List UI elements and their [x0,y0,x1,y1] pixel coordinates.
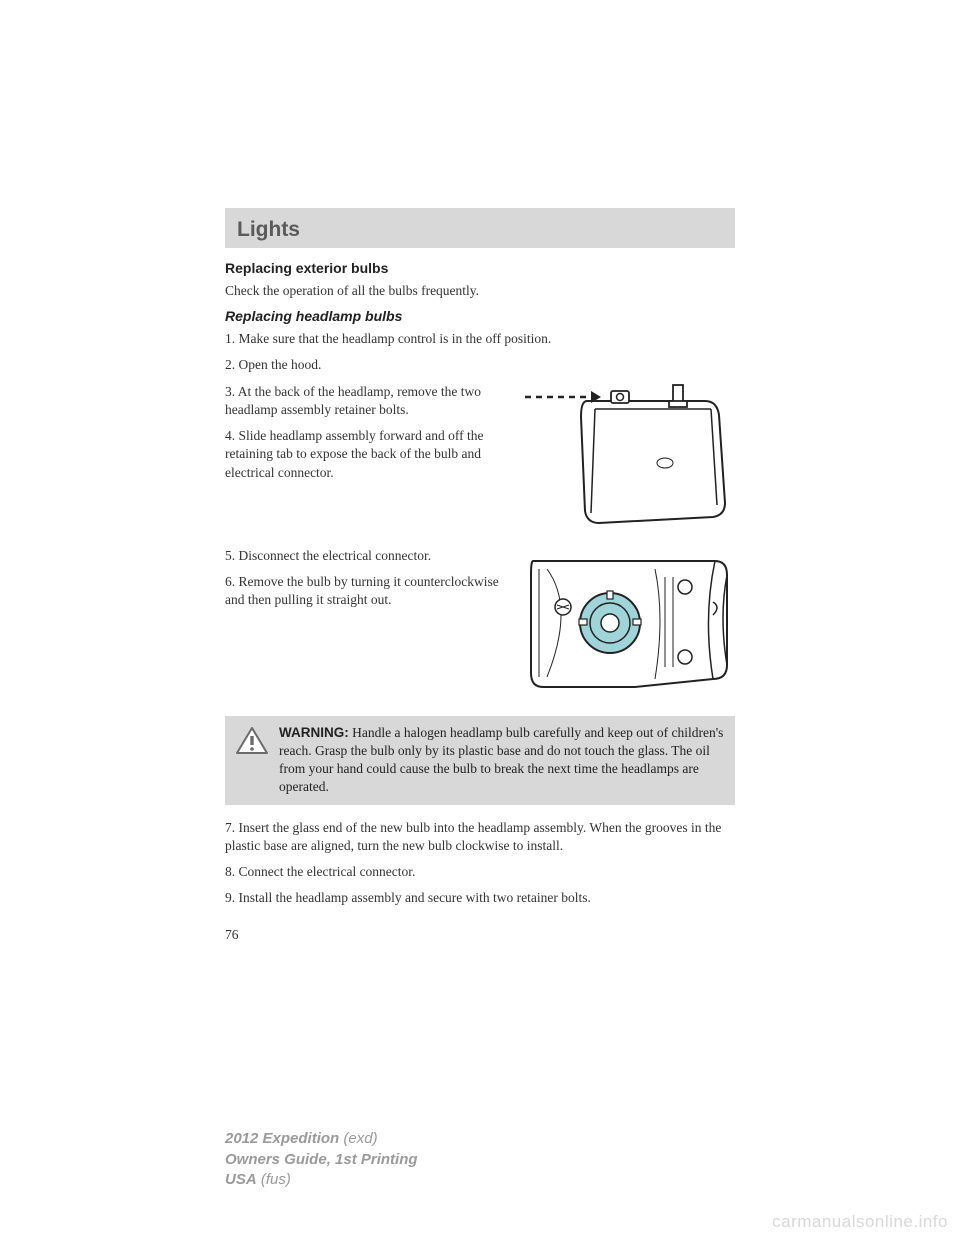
intro-text: Check the operation of all the bulbs fre… [225,282,735,300]
row-steps-3-4: 3. At the back of the headlamp, remove t… [225,383,735,533]
heading-replacing-headlamp-bulbs: Replacing headlamp bulbs [225,308,735,324]
heading-replacing-exterior-bulbs: Replacing exterior bulbs [225,260,735,276]
diagram-headlamp-bolts [515,383,735,533]
footer-line-3: USA (fus) [225,1170,418,1190]
col-text-5-6: 5. Disconnect the electrical connector. … [225,547,501,618]
step-8: 8. Connect the electrical connector. [225,863,735,881]
diagram-headlamp-back [515,547,735,702]
footer-code-1: (exd) [339,1130,377,1147]
footer-line-2: Owners Guide, 1st Printing [225,1150,418,1170]
step-1: 1. Make sure that the headlamp control i… [225,330,735,348]
headlamp-bolts-svg [515,383,735,533]
step-4: 4. Slide headlamp assembly forward and o… [225,427,501,482]
step-6: 6. Remove the bulb by turning it counter… [225,573,501,609]
step-5: 5. Disconnect the electrical connector. [225,547,501,565]
watermark: carmanualsonline.info [772,1212,948,1232]
row-steps-5-6: 5. Disconnect the electrical connector. … [225,547,735,702]
headlamp-back-svg [515,547,735,702]
footer: 2012 Expedition (exd) Owners Guide, 1st … [225,1129,418,1190]
step-3: 3. At the back of the headlamp, remove t… [225,383,501,419]
section-header: Lights [225,208,735,248]
warning-box: WARNING: Handle a halogen headlamp bulb … [225,716,735,805]
warning-triangle-icon [235,726,269,756]
step-9: 9. Install the headlamp assembly and sec… [225,889,735,907]
footer-line-1: 2012 Expedition (exd) [225,1129,418,1149]
footer-region: USA [225,1171,257,1188]
step-7: 7. Insert the glass end of the new bulb … [225,819,735,855]
warning-label: WARNING: [279,725,349,740]
page-content: Lights Replacing exterior bulbs Check th… [225,208,735,943]
footer-vehicle: 2012 Expedition [225,1130,339,1147]
page-number: 76 [225,927,735,943]
section-title: Lights [237,218,300,241]
footer-code-2: (fus) [257,1171,291,1188]
col-text-3-4: 3. At the back of the headlamp, remove t… [225,383,501,490]
warning-text: WARNING: Handle a halogen headlamp bulb … [279,724,725,797]
step-2: 2. Open the hood. [225,356,735,374]
